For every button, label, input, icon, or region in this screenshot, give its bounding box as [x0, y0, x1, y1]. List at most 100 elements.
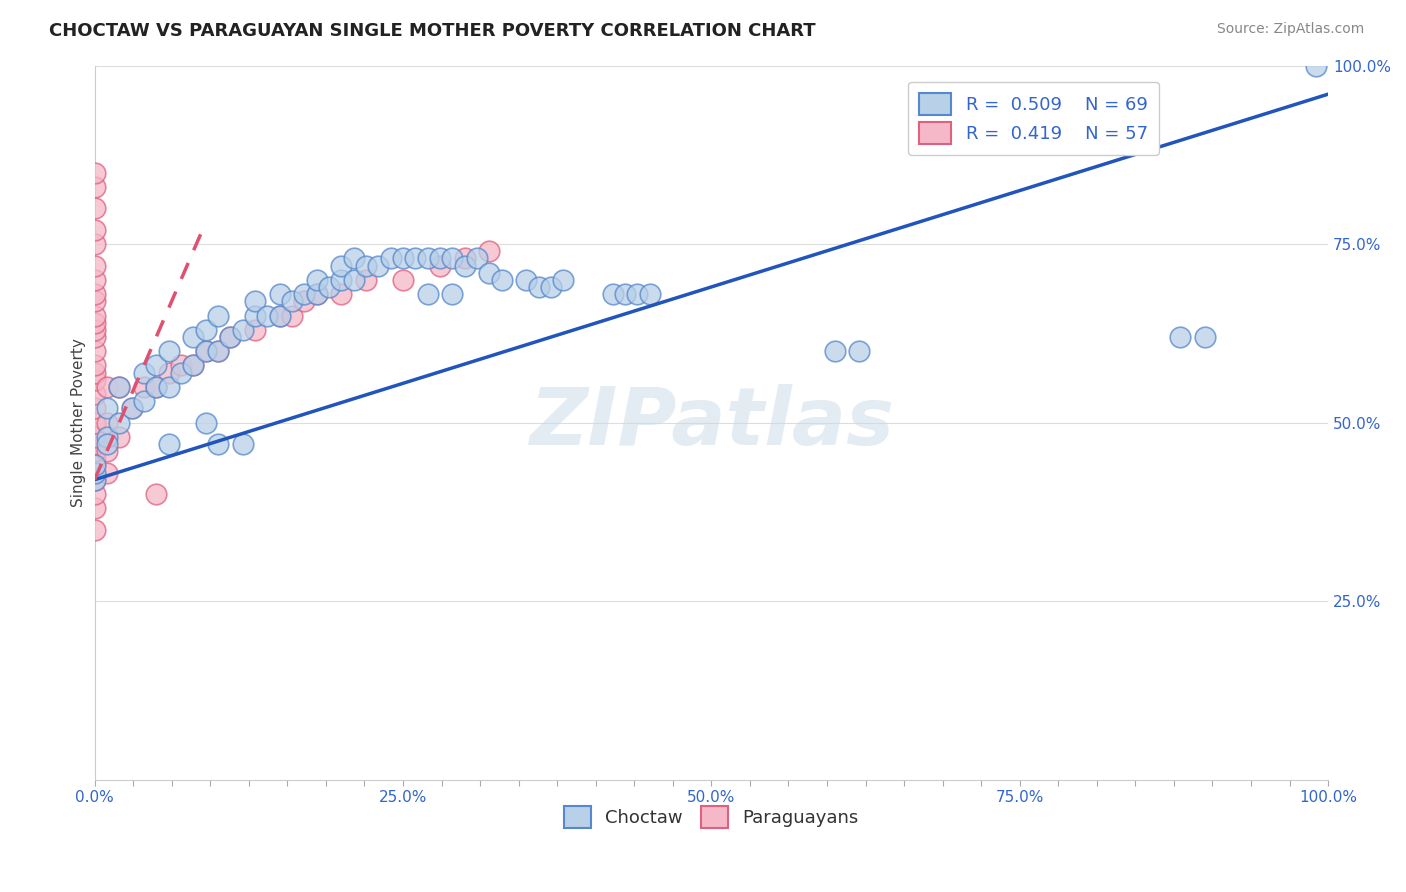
Point [848, 344, 870, 359]
Point [330, 273, 353, 287]
Point [96, 437, 118, 451]
Point [170, 359, 193, 373]
Point [429, 259, 451, 273]
Point [83, 458, 105, 473]
Point [269, 309, 291, 323]
Point [515, 273, 537, 287]
Point [108, 380, 131, 394]
Point [491, 273, 513, 287]
Point [83, 323, 105, 337]
Point [83, 373, 105, 387]
Point [96, 416, 118, 430]
Point [145, 359, 167, 373]
Point [1305, 59, 1327, 73]
Point [83, 344, 105, 359]
Point [194, 344, 217, 359]
Point [96, 444, 118, 458]
Text: Source: ZipAtlas.com: Source: ZipAtlas.com [1216, 22, 1364, 37]
Point [181, 359, 204, 373]
Point [83, 437, 105, 451]
Point [243, 309, 266, 323]
Point [83, 466, 105, 480]
Point [83, 309, 105, 323]
Point [540, 280, 562, 294]
Point [354, 273, 377, 287]
Point [108, 416, 131, 430]
Point [207, 344, 229, 359]
Point [367, 259, 389, 273]
Point [281, 309, 304, 323]
Point [132, 394, 155, 409]
Point [269, 287, 291, 301]
Point [83, 330, 105, 344]
Point [232, 437, 254, 451]
Point [121, 401, 143, 416]
Point [83, 466, 105, 480]
Point [330, 287, 353, 301]
Point [478, 266, 501, 280]
Point [305, 287, 328, 301]
Point [441, 252, 464, 266]
Point [83, 416, 105, 430]
Point [181, 330, 204, 344]
Point [207, 309, 229, 323]
Point [553, 273, 575, 287]
Point [343, 252, 366, 266]
Point [96, 401, 118, 416]
Point [108, 430, 131, 444]
Point [132, 380, 155, 394]
Point [83, 273, 105, 287]
Point [1168, 330, 1191, 344]
Point [157, 437, 180, 451]
Point [83, 473, 105, 487]
Point [108, 380, 131, 394]
Point [292, 294, 315, 309]
Point [83, 387, 105, 401]
Point [170, 366, 193, 380]
Point [83, 401, 105, 416]
Point [465, 252, 488, 266]
Point [96, 430, 118, 444]
Point [219, 330, 242, 344]
Point [416, 252, 439, 266]
Point [602, 287, 624, 301]
Point [453, 259, 475, 273]
Point [219, 330, 242, 344]
Point [83, 287, 105, 301]
Point [626, 287, 648, 301]
Point [83, 166, 105, 180]
Point [392, 252, 415, 266]
Point [83, 487, 105, 501]
Point [256, 309, 278, 323]
Point [281, 294, 304, 309]
Point [83, 202, 105, 216]
Point [614, 287, 637, 301]
Point [305, 287, 328, 301]
Point [83, 501, 105, 516]
Point [638, 287, 661, 301]
Point [243, 323, 266, 337]
Point [478, 244, 501, 259]
Point [145, 487, 167, 501]
Point [194, 344, 217, 359]
Point [96, 466, 118, 480]
Point [429, 252, 451, 266]
Text: ZIPatlas: ZIPatlas [529, 384, 894, 461]
Point [83, 223, 105, 237]
Point [83, 473, 105, 487]
Point [83, 523, 105, 537]
Legend: Choctaw, Paraguayans: Choctaw, Paraguayans [557, 798, 866, 835]
Point [157, 344, 180, 359]
Point [824, 344, 846, 359]
Point [354, 259, 377, 273]
Point [145, 380, 167, 394]
Y-axis label: Single Mother Poverty: Single Mother Poverty [72, 338, 86, 507]
Point [83, 237, 105, 252]
Point [392, 273, 415, 287]
Point [232, 323, 254, 337]
Point [416, 287, 439, 301]
Point [194, 323, 217, 337]
Point [83, 294, 105, 309]
Point [83, 359, 105, 373]
Text: CHOCTAW VS PARAGUAYAN SINGLE MOTHER POVERTY CORRELATION CHART: CHOCTAW VS PARAGUAYAN SINGLE MOTHER POVE… [49, 22, 815, 40]
